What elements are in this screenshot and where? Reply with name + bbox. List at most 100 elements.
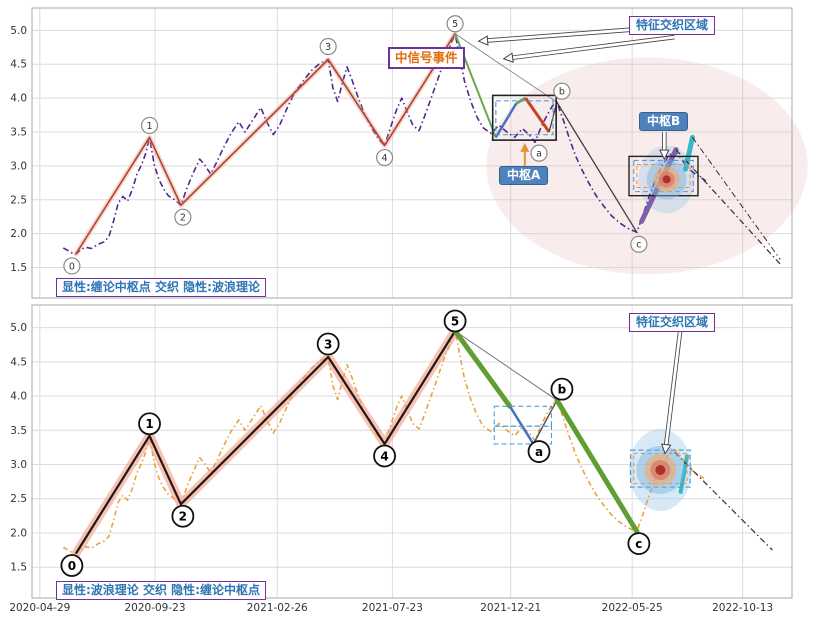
y-tick-label: 4.5 — [10, 356, 27, 368]
trendline-5-b — [454, 33, 558, 103]
bullseye-ring — [655, 464, 666, 475]
y-tick-label: 2.0 — [10, 527, 27, 539]
wave-marker-text: b — [558, 382, 567, 396]
panel-border — [31, 304, 793, 599]
wave-marker-text: a — [535, 445, 543, 459]
wave-marker-text: c — [635, 537, 642, 551]
x-tick-label: 2021-07-23 — [362, 602, 423, 614]
arrowhead — [520, 142, 530, 152]
wave-marker-1 — [140, 116, 159, 135]
thin-leg-a-b — [532, 399, 558, 445]
wave-marker-c — [630, 235, 648, 253]
wave-marker-3 — [319, 37, 337, 56]
red-subwave — [524, 97, 551, 133]
y-tick-label: 4.0 — [10, 391, 27, 403]
wave-marker-a — [527, 440, 551, 463]
y-tick-label: 1.5 — [10, 262, 27, 274]
wave-marker-text: 2 — [179, 510, 187, 524]
wave-marker-text: 3 — [324, 337, 332, 351]
y-tick-label: 3.0 — [10, 160, 27, 172]
teal-thick-leg — [682, 134, 695, 172]
y-tick-label: 4.5 — [10, 59, 27, 71]
forecast-line — [675, 149, 781, 265]
arrowhead — [477, 35, 489, 46]
wave-marker-text: b — [559, 87, 565, 98]
signal-event-label: 中信号事件 — [388, 47, 465, 69]
panel-bottom: 0 1 2 3 4 5 a b c 1.5 2.0 2.5 3.0 3.5 4.0 4.5 5.0 2020-04… — [9, 304, 793, 614]
annotation-arrow — [664, 326, 683, 445]
wave-marker-text: 0 — [68, 559, 76, 573]
wave-marker-text: 1 — [145, 417, 153, 431]
blue-subwave — [494, 102, 518, 139]
bottom-caption: 显性:波浪理论 交织 隐性:缠论中枢点 — [56, 581, 266, 600]
y-tick-label: 2.0 — [10, 228, 27, 240]
arrowhead — [660, 443, 672, 455]
wave-marker-0 — [60, 554, 84, 577]
y-tick-label: 3.0 — [10, 459, 27, 471]
pivot-a-range — [495, 100, 554, 136]
top-region-label: 特征交织区域 — [629, 16, 716, 35]
forecast-line-2 — [692, 137, 781, 260]
wave-marker-c — [627, 532, 651, 555]
pivot-b-label: 中枢B — [639, 112, 689, 131]
wave-marker-text: 0 — [69, 261, 75, 272]
wave-marker-text: 5 — [452, 19, 458, 30]
wave-marker-b — [550, 377, 574, 401]
wave-marker-text: 2 — [180, 213, 186, 224]
wave-marker-text: 5 — [451, 314, 459, 328]
x-tick-label: 2020-09-23 — [124, 602, 185, 614]
wave-marker-0 — [63, 257, 81, 275]
y-tick-label: 3.5 — [10, 126, 27, 138]
green-leg-1 — [452, 328, 513, 409]
annotation-arrow — [512, 35, 675, 60]
wave-marker-3 — [316, 332, 340, 356]
pivot-a-box — [491, 94, 557, 141]
wave-marker-a — [530, 144, 548, 162]
forecast-line — [674, 451, 773, 551]
wave-marker-4 — [373, 444, 396, 468]
y-tick-label: 3.5 — [10, 425, 27, 437]
blue-subwave — [508, 405, 535, 445]
range-box-lower — [493, 425, 553, 445]
pivot-a-label: 中枢A — [499, 166, 549, 185]
arrowhead — [658, 149, 670, 161]
impulse-zigzag — [74, 330, 457, 555]
x-tick-label: 2021-02-26 — [247, 602, 308, 614]
green-leg-2 — [554, 397, 640, 535]
wave-marker-text: c — [636, 240, 641, 251]
trendline-5-b — [454, 330, 558, 401]
wave-marker-5 — [443, 309, 467, 333]
teal-thick-leg — [678, 454, 689, 494]
x-tick-label: 2022-10-13 — [712, 602, 773, 614]
wave-marker-1 — [138, 412, 161, 436]
top-caption: 显性:缠论中枢点 交织 隐性:波浪理论 — [56, 278, 266, 297]
y-tick-label: 2.5 — [10, 493, 27, 505]
wave-marker-4 — [375, 148, 394, 167]
x-tick-label: 2021-12-21 — [480, 602, 541, 614]
wave-marker-text: 4 — [380, 449, 388, 463]
y-tick-label: 2.5 — [10, 194, 27, 206]
panel-border — [31, 7, 793, 299]
pink-region-ellipse — [486, 57, 808, 275]
pivot-b-orange — [636, 164, 691, 189]
arrowhead — [502, 52, 514, 63]
wave-marker-text: 3 — [325, 42, 331, 53]
wave-marker-text: 1 — [147, 121, 153, 132]
y-tick-label: 5.0 — [10, 322, 27, 334]
x-tick-label: 2020-04-29 — [9, 602, 70, 614]
x-tick-label: 2022-05-25 — [602, 602, 663, 614]
wave-marker-2 — [171, 504, 195, 528]
y-tick-label: 1.5 — [10, 562, 27, 574]
y-tick-label: 4.0 — [10, 93, 27, 105]
bottom-region-label: 特征交织区域 — [629, 313, 716, 332]
wave-marker-text: a — [536, 149, 542, 160]
wave-marker-text: 4 — [382, 153, 388, 164]
bullseye-ring — [662, 175, 671, 184]
wave-marker-5 — [446, 15, 464, 33]
wave-marker-2 — [174, 208, 192, 226]
impulse-zigzag — [75, 33, 456, 255]
y-tick-label: 5.0 — [10, 25, 27, 37]
wave-marker-b — [553, 82, 571, 100]
